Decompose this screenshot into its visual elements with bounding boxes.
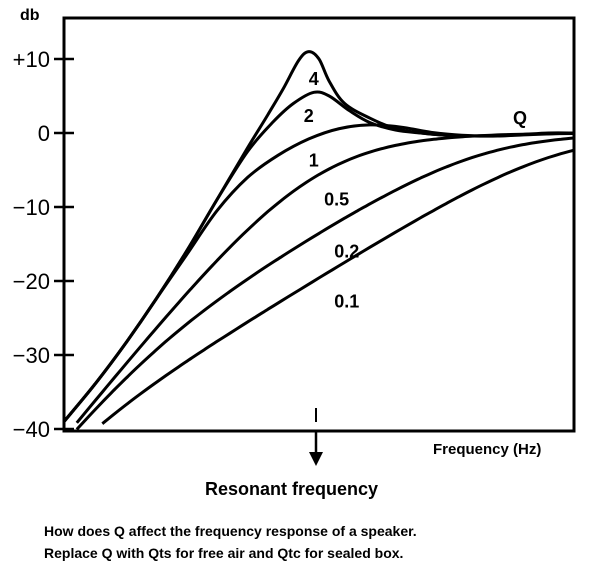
- series-line-q-0-5: [75, 132, 575, 424]
- resonant-frequency-label: Resonant frequency: [205, 479, 378, 499]
- y-tick-label: −10: [13, 195, 50, 220]
- caption-line-2: Replace Q with Qts for free air and Qtc …: [44, 545, 404, 561]
- frequency-response-chart: +10 0 −10 −20 −30 −40 4 2 10.5 0.2 0.1 db Q Frequ…: [13, 7, 576, 499]
- series-line-q-2: [62, 90, 575, 423]
- x-axis-label: Frequency (Hz): [433, 441, 541, 458]
- legend-title-q: Q: [513, 108, 527, 128]
- y-axis-label: db: [20, 7, 40, 24]
- series-curves: [62, 50, 575, 431]
- caption: How does Q affect the frequency response…: [44, 520, 584, 564]
- caption-line-1: How does Q affect the frequency response…: [44, 523, 417, 539]
- series-label-q-0-5: 0.5: [324, 190, 349, 210]
- y-tick-label: −20: [13, 269, 50, 294]
- series-label-q-4: 4: [309, 69, 319, 89]
- y-tick-label: −40: [13, 417, 50, 442]
- y-tick-label: 0: [38, 121, 50, 146]
- series-labels: 4 2 10.5 0.2 0.1: [304, 69, 360, 312]
- arrow-head: [309, 452, 323, 466]
- series-label-q-1: 1: [309, 150, 319, 170]
- plot-frame: [62, 16, 576, 433]
- y-tick-label: −30: [13, 343, 50, 368]
- y-axis-ticks: +10 0 −10 −20 −30 −40: [13, 47, 74, 442]
- series-label-q-0-2: 0.2: [334, 241, 359, 261]
- series-label-q-2: 2: [304, 106, 314, 126]
- series-line-q-0-2: [75, 136, 575, 431]
- series-label-q-0-1: 0.1: [334, 292, 359, 312]
- resonant-frequency-marker: [309, 408, 323, 466]
- y-tick-label: +10: [13, 47, 50, 72]
- series-line-q-1: [62, 123, 575, 423]
- series-line-q-0-1: [101, 148, 575, 425]
